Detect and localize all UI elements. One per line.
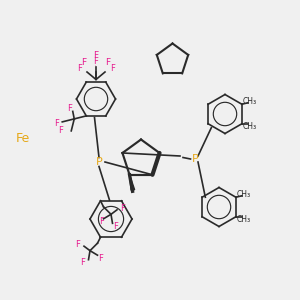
Polygon shape <box>130 175 135 190</box>
Text: F: F <box>80 258 85 267</box>
Text: P: P <box>192 154 198 164</box>
Text: F: F <box>121 204 125 213</box>
Text: F: F <box>67 104 72 113</box>
Text: F: F <box>93 51 99 60</box>
Text: F: F <box>77 64 82 74</box>
Text: F: F <box>110 64 115 74</box>
Text: CH₃: CH₃ <box>236 215 250 224</box>
Text: F: F <box>100 217 104 226</box>
Text: CH₃: CH₃ <box>242 97 256 106</box>
Text: Fe: Fe <box>15 131 30 145</box>
Text: F: F <box>94 57 98 66</box>
Text: P: P <box>96 157 102 167</box>
Text: CH₃: CH₃ <box>242 122 256 131</box>
Text: F: F <box>76 240 80 249</box>
Text: F: F <box>54 119 59 128</box>
Text: F: F <box>58 126 63 135</box>
Text: F: F <box>105 58 111 68</box>
Text: CH₃: CH₃ <box>236 190 250 199</box>
Text: F: F <box>81 58 87 68</box>
Text: CF₃: CF₃ <box>95 65 97 67</box>
Text: F: F <box>98 254 103 263</box>
Text: F: F <box>113 222 118 231</box>
